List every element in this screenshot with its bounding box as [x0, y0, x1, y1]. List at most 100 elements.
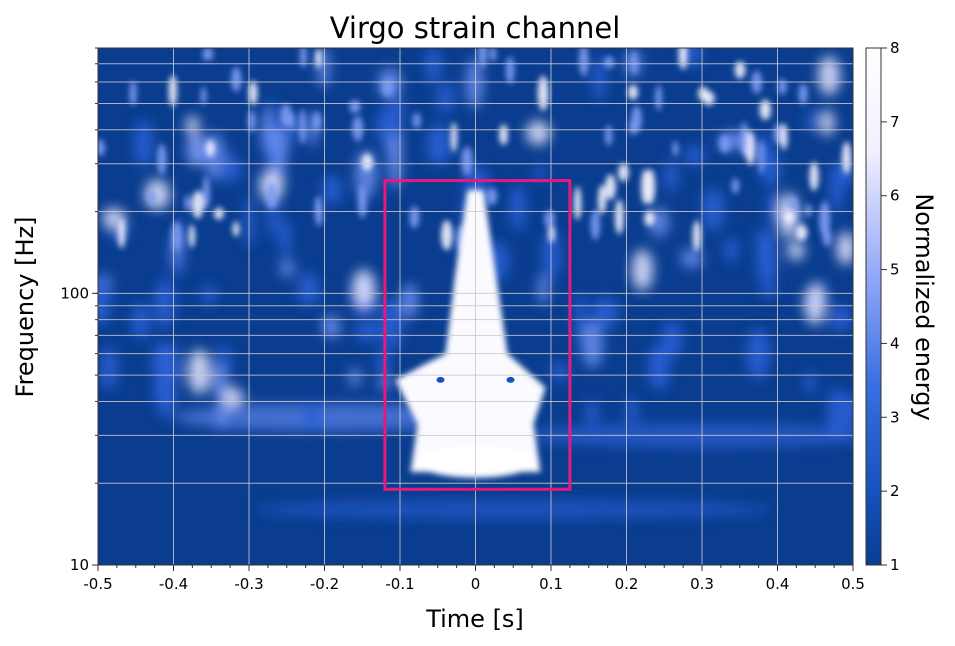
- noise-streak: [265, 182, 278, 210]
- noise-blob: [631, 249, 654, 291]
- noise-blob: [98, 274, 112, 326]
- colorbar-tick-label: 7: [890, 113, 900, 131]
- noise-blob: [664, 160, 678, 193]
- noise-streak: [157, 143, 167, 176]
- noise-blob: [279, 219, 292, 258]
- x-axis-label: Time [s]: [425, 605, 524, 633]
- noise-streak: [441, 220, 453, 251]
- noise-streak: [780, 123, 788, 151]
- noise-streak: [361, 153, 373, 171]
- x-tick-label: -0.3: [234, 575, 263, 593]
- noise-streak: [202, 176, 210, 210]
- x-tick-label: -0.5: [83, 575, 112, 593]
- colorbar-label: Normalized energy: [910, 193, 938, 420]
- noise-streak: [578, 48, 589, 77]
- colorbar: [865, 47, 882, 566]
- noise-blob: [766, 190, 780, 224]
- noise-streak: [605, 174, 616, 200]
- noise-blob: [535, 165, 547, 182]
- noise-streak: [798, 83, 808, 105]
- noise-blob: [701, 188, 725, 232]
- noise-blob: [537, 272, 550, 306]
- noise-streak: [231, 66, 242, 92]
- noise-streak: [315, 48, 322, 69]
- noise-streak: [248, 80, 258, 106]
- noise-blob: [592, 296, 619, 329]
- noise-blob: [436, 82, 455, 114]
- noise-blob: [185, 116, 200, 134]
- noise-blob: [219, 154, 242, 183]
- noise-blob: [157, 342, 180, 391]
- noise-streak: [590, 209, 601, 241]
- x-axis-ticks: -0.5 -0.4 -0.3 -0.2 -0.1 0 0.1 0.2 0.3 0.4 0.5: [83, 565, 865, 593]
- noise-blob: [820, 109, 835, 137]
- noise-streak: [478, 48, 487, 69]
- noise-streak: [809, 161, 819, 191]
- x-tick-label: 0.5: [841, 575, 865, 593]
- noise-streak: [312, 111, 322, 131]
- noise-streak: [184, 194, 191, 212]
- noise-streak: [841, 141, 852, 174]
- y-tick-label: 100: [60, 284, 89, 302]
- colorbar-tick-label: 2: [890, 482, 900, 500]
- noise-blob: [425, 48, 442, 83]
- noise-blob: [761, 280, 776, 299]
- noise-streak: [630, 51, 638, 75]
- x-tick-label: 0.3: [690, 575, 714, 593]
- noise-streak: [627, 84, 639, 100]
- noise-streak: [818, 201, 831, 237]
- colorbar-tick-label: 3: [890, 408, 900, 426]
- noise-streak: [740, 121, 748, 156]
- noise-blob: [680, 248, 703, 268]
- noise-streak: [628, 118, 637, 136]
- noise-streak: [213, 207, 224, 220]
- noise-blob: [321, 314, 341, 339]
- y-tick-label: 10: [70, 556, 89, 574]
- noise-streak: [280, 103, 292, 128]
- colorbar-tick-label: 6: [890, 187, 900, 205]
- noise-streak: [499, 124, 508, 146]
- noise-blob: [592, 56, 607, 101]
- background-noise-fine: [98, 48, 852, 252]
- noise-streak: [618, 163, 629, 182]
- noise-band: [253, 499, 774, 520]
- noise-blob: [585, 399, 599, 427]
- noise-streak: [171, 220, 183, 252]
- noise-blob: [759, 152, 782, 186]
- noise-streak: [692, 220, 702, 252]
- noise-blob: [271, 127, 288, 174]
- noise-blob: [723, 238, 739, 263]
- noise-blob: [525, 120, 551, 145]
- noise-streak: [548, 224, 555, 243]
- noise-streak: [232, 221, 240, 237]
- noise-blob: [352, 269, 376, 308]
- noise-streak: [202, 48, 214, 61]
- noise-streak: [702, 91, 715, 106]
- colorbar-ticks: 1 2 3 4 5 6 7 8: [881, 39, 900, 574]
- noise-streak: [573, 186, 582, 221]
- noise-streak: [117, 218, 126, 249]
- noise-streak: [784, 209, 795, 224]
- grid: [98, 48, 853, 565]
- noise-blob: [134, 119, 154, 168]
- colorbar-tick-label: 5: [890, 261, 900, 279]
- noise-streak: [191, 190, 204, 219]
- noise-blob: [187, 349, 211, 395]
- noise-blob: [746, 328, 770, 381]
- noise-blob: [212, 363, 228, 399]
- noise-streak: [168, 74, 178, 107]
- y-axis-ticks: 10 100: [60, 47, 98, 574]
- noise-blob: [683, 48, 702, 68]
- noise-blob: [154, 278, 176, 329]
- noise-streak: [349, 100, 361, 114]
- noise-blob: [465, 57, 484, 109]
- noise-streak: [147, 190, 157, 203]
- noise-streak: [129, 80, 137, 106]
- noise-streak: [678, 48, 688, 70]
- noise-blob: [829, 162, 844, 213]
- noise-blob: [99, 346, 119, 390]
- noise-streak: [719, 134, 731, 153]
- noise-streak: [200, 86, 207, 106]
- noise-streak: [604, 125, 613, 147]
- noise-streak: [614, 199, 624, 235]
